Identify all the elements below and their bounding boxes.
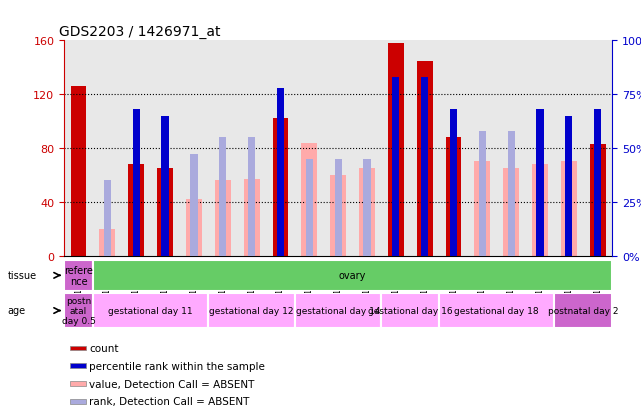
Text: count: count [90, 343, 119, 353]
Bar [295, 293, 381, 328]
Bar [330, 176, 346, 256]
Text: ovary: ovary [339, 271, 366, 281]
Text: value, Detection Call = ABSENT: value, Detection Call = ABSENT [90, 379, 255, 389]
Bar [244, 180, 260, 256]
Bar [590, 145, 606, 256]
Text: rank, Detection Call = ABSENT: rank, Detection Call = ABSENT [90, 396, 250, 406]
Text: postnatal day 2: postnatal day 2 [548, 306, 619, 315]
Text: tissue: tissue [8, 271, 37, 280]
Text: gestational day 18: gestational day 18 [454, 306, 539, 315]
Bar [359, 169, 375, 256]
Bar [306, 159, 313, 256]
Bar [64, 293, 93, 328]
Bar [133, 110, 140, 256]
Bar [157, 169, 173, 256]
Bar [503, 169, 519, 256]
Bar [417, 62, 433, 256]
Bar [439, 293, 554, 328]
Bar [565, 116, 572, 256]
Bar [248, 138, 255, 256]
Text: gestational day 12: gestational day 12 [210, 306, 294, 315]
Bar [64, 260, 93, 291]
Bar [208, 293, 295, 328]
Text: GDS2203 / 1426971_at: GDS2203 / 1426971_at [58, 25, 220, 39]
Bar [104, 181, 111, 256]
Text: age: age [8, 306, 26, 316]
Bar [363, 159, 370, 256]
Bar [277, 88, 284, 256]
Bar [128, 165, 144, 256]
Bar [479, 131, 486, 256]
Text: postn
atal
day 0.5: postn atal day 0.5 [62, 296, 96, 325]
Bar [474, 162, 490, 256]
Bar [219, 138, 226, 256]
Bar [594, 110, 601, 256]
Bar [388, 44, 404, 256]
Text: percentile rank within the sample: percentile rank within the sample [90, 361, 265, 371]
Text: gestational day 11: gestational day 11 [108, 306, 193, 315]
Bar [392, 78, 399, 256]
Bar [561, 162, 577, 256]
Bar [508, 131, 515, 256]
Text: gestational day 16: gestational day 16 [368, 306, 453, 315]
Text: gestational day 14: gestational day 14 [296, 306, 380, 315]
Bar [70, 381, 85, 386]
Bar [445, 138, 462, 256]
Bar [93, 293, 208, 328]
Bar [162, 116, 169, 256]
Bar [186, 199, 202, 256]
Bar [301, 143, 317, 256]
Bar [215, 181, 231, 256]
Bar [381, 293, 439, 328]
Bar [554, 293, 612, 328]
Bar [421, 78, 428, 256]
Bar [532, 165, 548, 256]
Bar [272, 119, 288, 256]
Text: refere
nce: refere nce [64, 265, 93, 287]
Bar [71, 87, 87, 256]
Bar [70, 346, 85, 350]
Bar [450, 110, 457, 256]
Bar [70, 363, 85, 368]
Bar [70, 399, 85, 404]
Bar [537, 110, 544, 256]
Bar [99, 229, 115, 256]
Bar [335, 159, 342, 256]
Bar [190, 155, 197, 256]
